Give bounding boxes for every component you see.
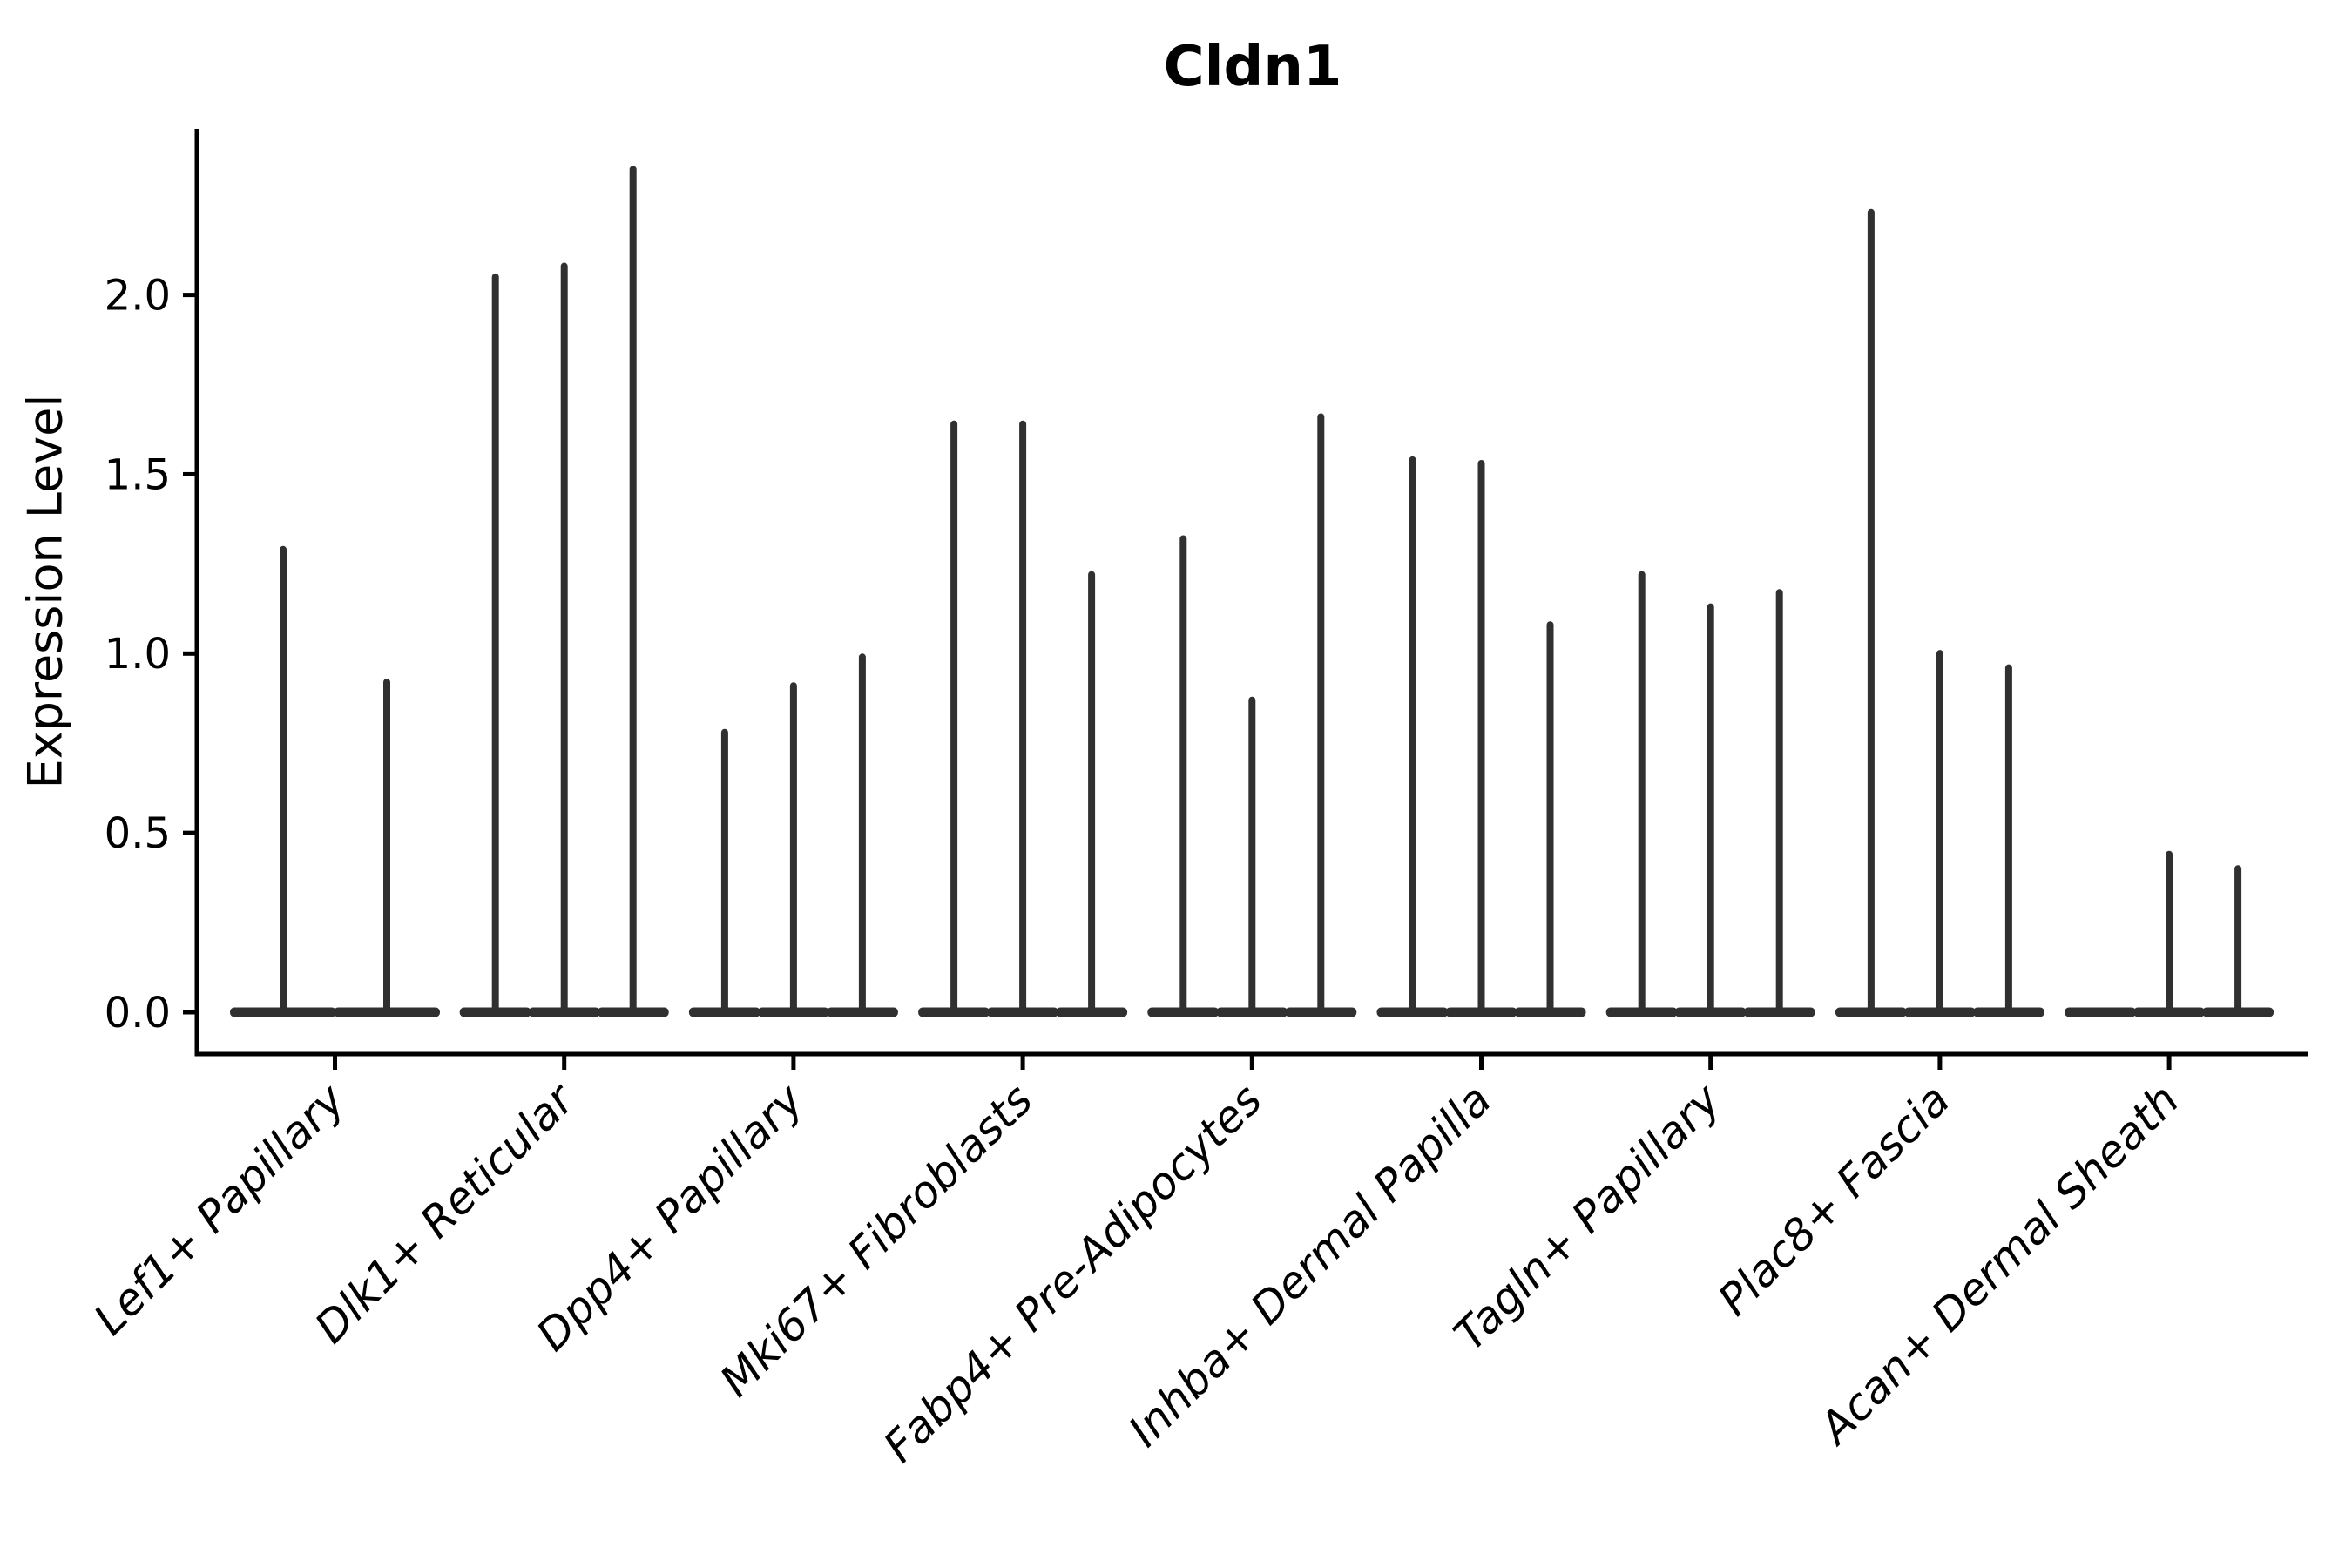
chart-title: Cldn1 bbox=[1163, 35, 1342, 99]
x-tick-label: Inhba+ Dermal Papilla bbox=[1119, 1074, 1501, 1456]
x-tick-label: Plac8+ Fascia bbox=[1708, 1074, 1959, 1325]
y-tick-label: 1.5 bbox=[105, 450, 171, 499]
violin-base bbox=[2065, 1007, 2137, 1017]
y-tick-label: 0.5 bbox=[105, 809, 171, 858]
x-tick-label: Acan+ Dermal Sheath bbox=[1808, 1074, 2189, 1455]
x-tick-label: Lef1+ Papillary bbox=[84, 1073, 355, 1344]
x-tick-label: Fabp4+ Pre-Adipocytes bbox=[874, 1074, 1272, 1472]
y-tick-label: 2.0 bbox=[105, 271, 171, 320]
y-tick-label: 0.0 bbox=[105, 989, 171, 1037]
y-tick-label: 1.0 bbox=[105, 630, 171, 679]
